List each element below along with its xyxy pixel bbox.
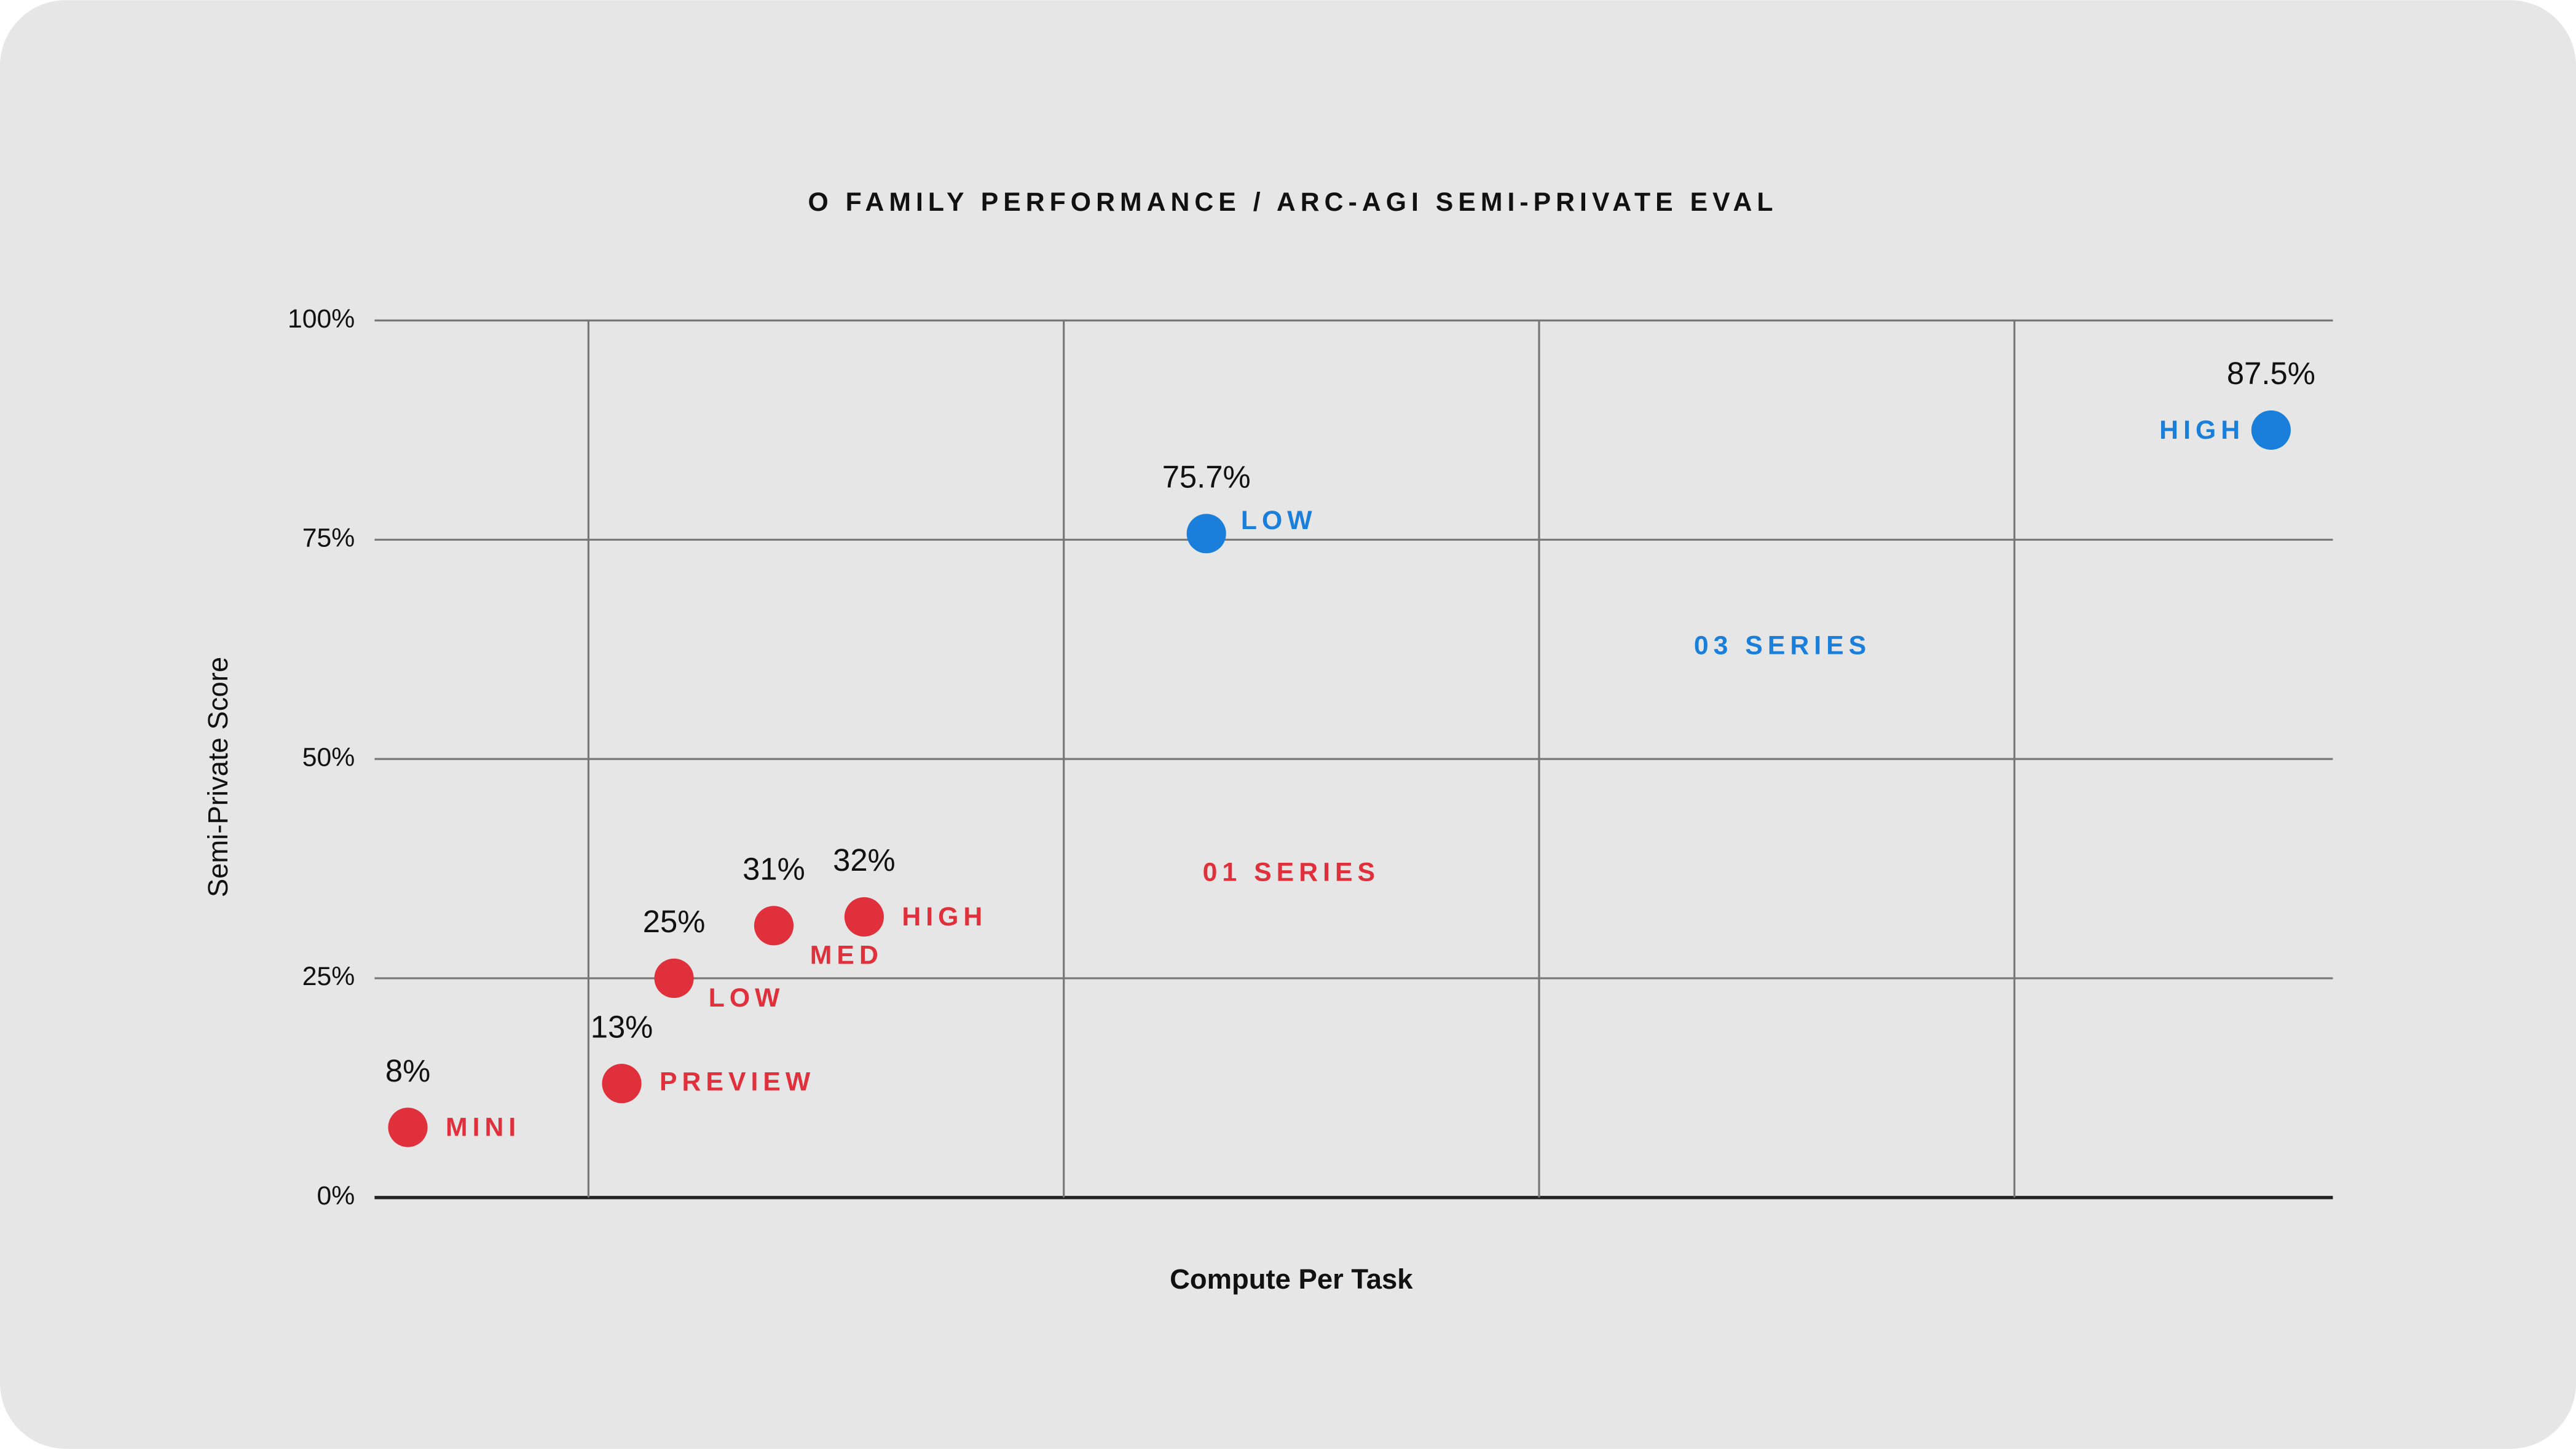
point-label: MINI bbox=[446, 1113, 521, 1142]
point-label: LOW bbox=[709, 983, 785, 1013]
value-label: 75.7% bbox=[1162, 460, 1251, 495]
y-tick-label: 0% bbox=[317, 1181, 355, 1211]
point bbox=[2251, 410, 2291, 450]
y-tick-label: 50% bbox=[302, 742, 355, 772]
value-label: 32% bbox=[833, 842, 896, 878]
point bbox=[844, 897, 884, 937]
chart-title: O FAMILY PERFORMANCE / ARC-AGI SEMI-PRIV… bbox=[808, 187, 1778, 217]
value-label: 25% bbox=[643, 904, 706, 939]
value-label: 8% bbox=[385, 1053, 430, 1088]
point bbox=[754, 906, 794, 946]
point-label: LOW bbox=[1241, 506, 1317, 535]
value-label: 31% bbox=[742, 852, 805, 887]
y-tick-label: 75% bbox=[302, 524, 355, 553]
point-label: HIGH bbox=[902, 902, 987, 932]
point-label: MED bbox=[810, 940, 883, 970]
point-label: PREVIEW bbox=[660, 1067, 815, 1097]
y-tick-label: 25% bbox=[302, 962, 355, 991]
value-label: 13% bbox=[591, 1009, 653, 1044]
point bbox=[388, 1107, 428, 1147]
y-axis-label: Semi-Private Score bbox=[202, 657, 234, 897]
point bbox=[654, 958, 694, 999]
series-label: 01 SERIES bbox=[1203, 858, 1380, 887]
series-label: 03 SERIES bbox=[1694, 631, 1871, 661]
value-label: 87.5% bbox=[2227, 356, 2315, 391]
x-axis-label: Compute Per Task bbox=[1170, 1263, 1413, 1295]
y-tick-label: 100% bbox=[288, 304, 355, 334]
point bbox=[1186, 514, 1226, 554]
point bbox=[602, 1064, 642, 1104]
point-label: HIGH bbox=[2159, 415, 2245, 445]
